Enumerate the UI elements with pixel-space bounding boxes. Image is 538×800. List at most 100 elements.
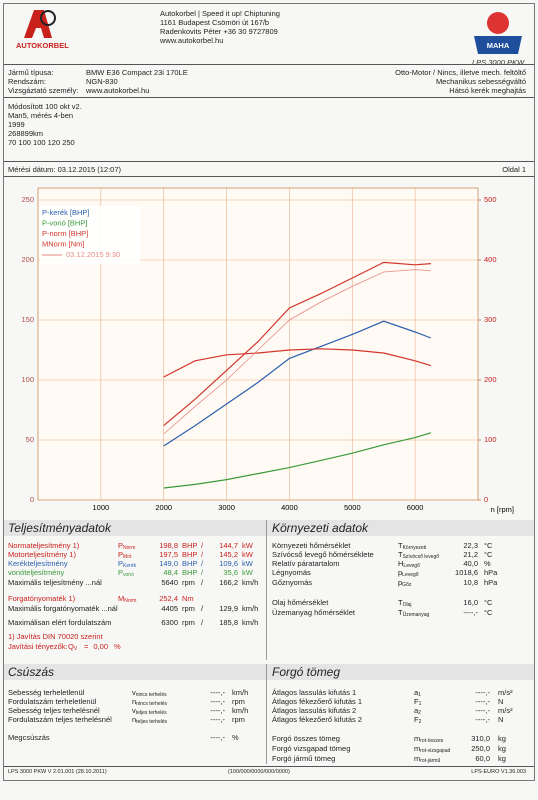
symbol-sub: Olaj bbox=[402, 602, 412, 608]
symbol-main: m bbox=[414, 744, 421, 753]
field-label: Vizsgáztató személy: bbox=[8, 86, 79, 95]
row-value: 40,0 bbox=[463, 559, 478, 568]
row-value: ----,- bbox=[210, 733, 225, 742]
row-value: °C bbox=[484, 541, 493, 550]
row-value: BHP bbox=[182, 568, 198, 577]
symbol: nteljes terhelés bbox=[132, 715, 167, 727]
row-label: Környezeti hőmérséklet bbox=[272, 541, 351, 550]
row-value: km/h bbox=[242, 578, 259, 587]
measurement-date: Mérési dátum: 03.12.2015 (12:07) bbox=[8, 165, 121, 174]
symbol: pLevegő bbox=[398, 568, 419, 580]
legend-label: MNorm [Nm] bbox=[42, 239, 85, 248]
row-label: Átlagos lassulás kifutás 2 bbox=[272, 706, 357, 715]
y-tick-label: 250 bbox=[21, 195, 34, 204]
row-label: Szívócső levegő hőmérséklete bbox=[272, 550, 374, 559]
row-value: rpm bbox=[232, 697, 245, 706]
legend-box bbox=[40, 206, 140, 264]
symbol-main: p bbox=[398, 568, 403, 577]
x-tick-label: 4000 bbox=[281, 503, 298, 512]
rule bbox=[4, 64, 534, 65]
row-value: 0,00 bbox=[93, 642, 108, 651]
symbol: PKerék bbox=[118, 559, 136, 571]
symbol: HLevegő bbox=[398, 559, 420, 571]
symbol-main: m bbox=[414, 754, 421, 763]
x-tick-label: 6000 bbox=[407, 503, 424, 512]
logo-mark bbox=[24, 10, 52, 38]
symbol-main: n bbox=[132, 715, 137, 724]
row-value: 310,0 bbox=[471, 734, 490, 743]
row-value: 198,8 bbox=[159, 541, 178, 550]
row-value: 149,0 bbox=[159, 559, 178, 568]
section-band bbox=[4, 520, 534, 536]
symbol: F1 bbox=[414, 697, 421, 709]
symbol-sub: 2 bbox=[418, 719, 422, 725]
section-band bbox=[4, 664, 534, 680]
row-label: Motorteljesítmény 1) bbox=[8, 550, 76, 559]
symbol: TÜzemanyag bbox=[398, 608, 429, 620]
symbol-sub: 2 bbox=[418, 710, 421, 716]
row-label: Maximális forgatónyomaték ...nál bbox=[8, 604, 118, 613]
legend-label: P-vonó [BHP] bbox=[42, 218, 87, 227]
page-number: Oldal 1 bbox=[502, 165, 526, 174]
row-value: 252,4 bbox=[159, 594, 178, 603]
symbol-sub: Üzemanyag bbox=[402, 612, 430, 618]
symbol-main: P bbox=[118, 550, 124, 559]
row-value: = bbox=[84, 642, 89, 651]
page-border bbox=[3, 3, 535, 781]
row-label: vonóteljesítmény bbox=[8, 568, 65, 577]
autokorbel-logo: AUTOKORBEL bbox=[16, 10, 69, 50]
row-value: ----,- bbox=[463, 608, 478, 617]
y-tick-label: 200 bbox=[21, 255, 34, 264]
row-value: ----,- bbox=[475, 688, 490, 697]
y2-tick-label: 200 bbox=[484, 375, 497, 384]
row-value: 250,0 bbox=[471, 744, 490, 753]
symbol: TOlaj bbox=[398, 598, 412, 610]
symbol-sub: V bbox=[73, 646, 78, 652]
row-value: 6300 bbox=[161, 618, 178, 627]
vehicle-info: Hátsó kerék meghajtás bbox=[449, 86, 526, 95]
row-label: Forgó összes tömeg bbox=[272, 734, 340, 743]
symbol-main: a bbox=[414, 688, 419, 697]
row-value: 10,8 bbox=[463, 578, 478, 587]
note-line: 70 100 100 120 250 bbox=[8, 138, 75, 147]
row-value: 197,5 bbox=[159, 550, 178, 559]
row-value: 109,6 bbox=[219, 559, 238, 568]
row-label: Forgatónyomaték 1) bbox=[8, 594, 76, 603]
row-value: 21,2 bbox=[463, 550, 478, 559]
symbol-sub: rot-összes bbox=[420, 738, 444, 744]
symbol: vteljes terhelés bbox=[132, 706, 167, 718]
symbol-sub: Gőz bbox=[402, 582, 412, 588]
symbol: PMot bbox=[118, 550, 131, 562]
row-value: km/h bbox=[242, 604, 259, 613]
symbol-main: n bbox=[132, 697, 137, 706]
row-label: Átlagos lassulás kifutás 1 bbox=[272, 688, 357, 697]
footer-text: LPS-EURO V1.36.003 bbox=[471, 769, 526, 775]
row-value: m/s² bbox=[498, 688, 513, 697]
symbol: a1 bbox=[414, 688, 421, 700]
row-label: Fordulatszám terheletlenül bbox=[8, 697, 97, 706]
y-tick-label: 100 bbox=[21, 375, 34, 384]
row-value: °C bbox=[484, 550, 493, 559]
symbol-sub: nincs terhelés bbox=[135, 692, 167, 698]
row-value: hPa bbox=[484, 568, 498, 577]
row-label: Üzemanyag hőmérséklet bbox=[272, 608, 355, 617]
row-label: Gőznyomás bbox=[272, 578, 313, 587]
row-label: Olaj hőmérséklet bbox=[272, 598, 329, 607]
row-value: kW bbox=[242, 559, 253, 568]
row-value: BHP bbox=[182, 550, 198, 559]
row-value: kg bbox=[498, 734, 506, 743]
symbol: mrot-összes bbox=[414, 734, 443, 746]
series-line bbox=[163, 261, 431, 427]
field-label: Rendszám: bbox=[8, 77, 46, 86]
row-value: N bbox=[498, 715, 504, 724]
vehicle-info: Otto-Motor / Nincs, illetve mech. feltöl… bbox=[395, 68, 526, 77]
divider bbox=[266, 664, 267, 764]
field-value: BMW E36 Compact 23i 170LE bbox=[86, 68, 188, 77]
maha-logo: MAHA LPS 3000 PKW bbox=[472, 12, 525, 67]
rule bbox=[4, 97, 534, 98]
row-value: 22,3 bbox=[463, 541, 478, 550]
row-value: m/s² bbox=[498, 706, 513, 715]
row-value: rpm bbox=[182, 604, 195, 613]
row-value: rpm bbox=[232, 715, 245, 724]
divider bbox=[266, 520, 267, 660]
